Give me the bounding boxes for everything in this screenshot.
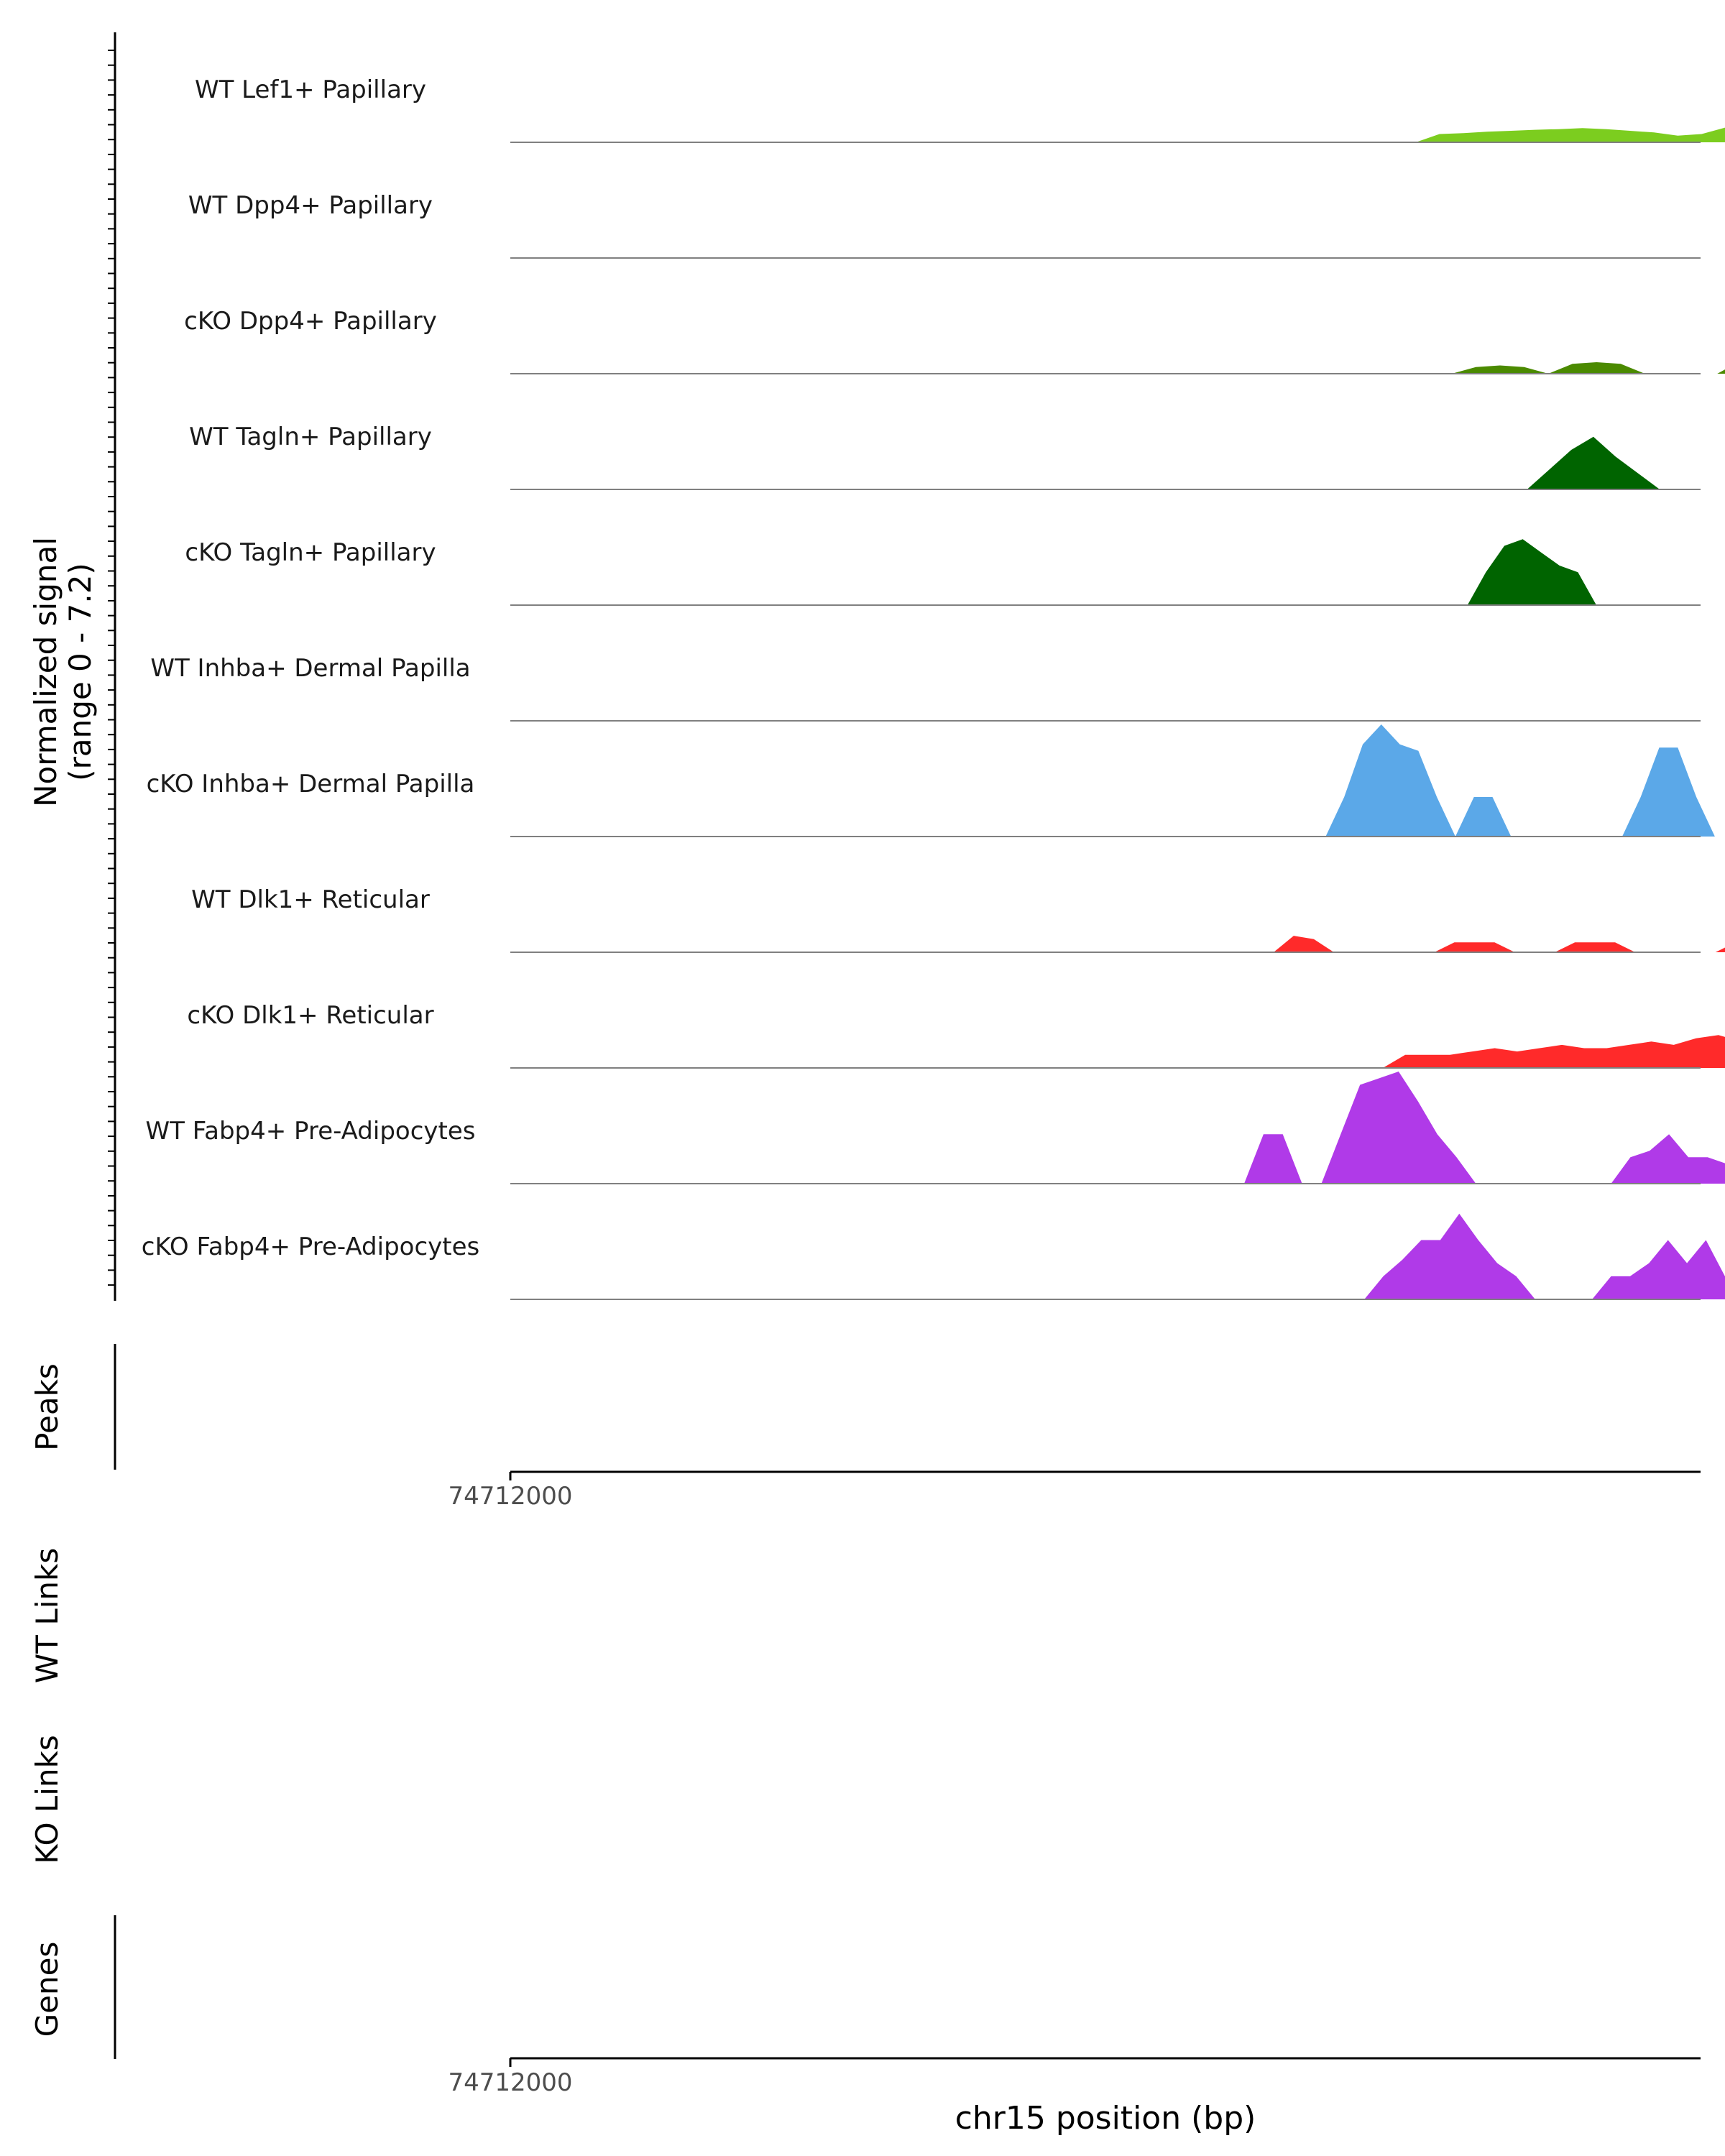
- x-axis-top: 74712000747140007471600074718000: [448, 1470, 1701, 1511]
- coverage-y-axis-label-line2: (range 0 - 7.2): [63, 563, 98, 781]
- coverage-area: [510, 1072, 1725, 1184]
- track-label: cKO Inhba+ Dermal Papilla: [147, 770, 475, 798]
- track-label: cKO Dpp4+ Papillary: [184, 307, 437, 336]
- coverage-tracks: WT Lef1+ Papillary WT Dpp4+ Papillary cKO …: [142, 75, 1725, 1300]
- track-6: WT Inhba+ Dermal Papilla: [150, 654, 1701, 722]
- track-8: WT Dlk1+ Reticular: [191, 885, 1725, 953]
- x-axis-bottom: 74712000747140007471600074718000: [448, 2057, 1701, 2097]
- coverage-y-axis-label-line1: Normalized signal: [28, 537, 63, 807]
- coverage-y-axis-ticks: [108, 50, 115, 1286]
- track-label: WT Tagln+ Papillary: [189, 423, 432, 451]
- coverage-area: [510, 127, 1725, 142]
- track-label: cKO Tagln+ Papillary: [185, 538, 436, 567]
- peaks-track-label: Peaks: [29, 1363, 65, 1451]
- track-3: cKO Dpp4+ Papillary: [184, 307, 1725, 374]
- track-label: cKO Dlk1+ Reticular: [187, 1001, 433, 1030]
- track-2: WT Dpp4+ Papillary: [188, 191, 1701, 259]
- track-9: cKO Dlk1+ Reticular: [187, 1001, 1725, 1069]
- coverage-area: [510, 724, 1725, 837]
- x-tick-label: 74712000: [448, 1482, 572, 1511]
- track-4: WT Tagln+ Papillary: [189, 423, 1725, 490]
- coverage-area: [510, 362, 1725, 374]
- coverage-area: [510, 1213, 1725, 1299]
- ko-links-label: KO Links: [29, 1735, 65, 1864]
- coverage-area: [510, 436, 1725, 489]
- genes-track-label: Genes: [29, 1942, 65, 2037]
- wt-links-label: WT Links: [29, 1548, 65, 1683]
- coverage-area: [510, 1035, 1725, 1068]
- track-label: cKO Fabp4+ Pre-Adipocytes: [142, 1233, 480, 1261]
- track-5: cKO Tagln+ Papillary: [185, 538, 1725, 606]
- track-7: cKO Inhba+ Dermal Papilla: [147, 724, 1725, 837]
- x-axis-label: chr15 position (bp): [955, 2100, 1256, 2137]
- track-1: WT Lef1+ Papillary: [195, 75, 1725, 143]
- track-label: WT Dpp4+ Papillary: [188, 191, 433, 220]
- track-label: WT Dlk1+ Reticular: [191, 885, 430, 914]
- track-10: WT Fabp4+ Pre-Adipocytes: [146, 1072, 1725, 1184]
- coverage-area: [510, 936, 1725, 952]
- track-label: WT Inhba+ Dermal Papilla: [150, 654, 470, 683]
- track-11: cKO Fabp4+ Pre-Adipocytes: [142, 1213, 1725, 1300]
- track-label: WT Lef1+ Papillary: [195, 75, 426, 104]
- track-label: WT Fabp4+ Pre-Adipocytes: [146, 1117, 476, 1146]
- x-tick-label: 74712000: [448, 2068, 572, 2097]
